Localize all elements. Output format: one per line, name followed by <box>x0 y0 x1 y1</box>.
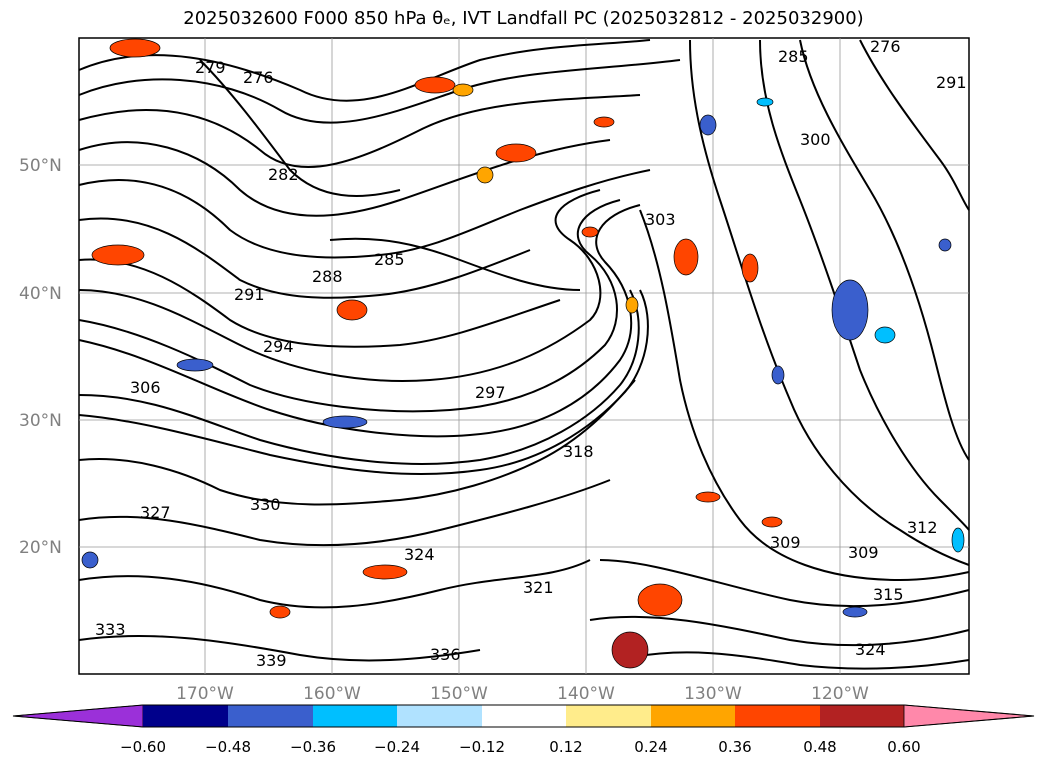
lon-label-130w: 130°W <box>684 684 742 704</box>
contour-label: 300 <box>800 130 831 149</box>
colorbar-tick-label: −0.60 <box>120 738 166 756</box>
colorbar-tick-label: 0.60 <box>887 738 920 756</box>
contour-label: 312 <box>907 518 938 537</box>
contour-label: 321 <box>523 578 554 597</box>
latitude-labels: 50°N 40°N 30°N 20°N <box>19 156 62 558</box>
colorbar-tick-label: −0.24 <box>374 738 420 756</box>
colorbar-segment <box>651 705 735 727</box>
colorbar-outline <box>12 704 1035 728</box>
contour-label: 297 <box>475 383 506 402</box>
colorbar-ticks: −0.60 −0.48 −0.36 −0.24 −0.12 0.12 0.24 … <box>120 738 921 756</box>
contour-label: 282 <box>268 165 299 184</box>
contour-label: 315 <box>873 585 904 604</box>
contour-labels: 279 276 282 285 288 291 294 297 300 303 … <box>95 37 967 670</box>
map-title: 2025032600 F000 850 hPa θₑ, IVT Landfall… <box>183 8 864 29</box>
map-panel: 279 276 282 285 288 291 294 297 300 303 … <box>19 37 970 704</box>
contour-label: 309 <box>770 533 801 552</box>
colorbar-tick-label: −0.36 <box>290 738 336 756</box>
colorbar-tick-label: 0.12 <box>549 738 582 756</box>
lon-label-120w: 120°W <box>811 684 869 704</box>
contour-label: 279 <box>195 58 226 77</box>
contour-label: 324 <box>855 640 886 659</box>
lat-label-20n: 20°N <box>19 538 62 558</box>
contour-label: 327 <box>140 503 171 522</box>
contour-label: 339 <box>256 651 287 670</box>
lat-label-40n: 40°N <box>19 284 62 304</box>
colorbar: −0.60 −0.48 −0.36 −0.24 −0.12 0.12 0.24 … <box>12 704 1035 756</box>
colorbar-low-extend <box>12 704 144 728</box>
longitude-labels: 170°W 160°W 150°W 140°W 130°W 120°W <box>176 684 869 704</box>
ivt-pc-shading <box>81 38 965 669</box>
colorbar-tick-label: 0.36 <box>718 738 751 756</box>
lon-label-150w: 150°W <box>430 684 488 704</box>
contour-label: 291 <box>936 73 967 92</box>
colorbar-segment <box>735 705 820 727</box>
colorbar-tick-label: −0.48 <box>205 738 251 756</box>
contour-label: 336 <box>430 645 461 664</box>
colorbar-segment <box>313 705 397 727</box>
lon-label-170w: 170°W <box>176 684 234 704</box>
colorbar-segment <box>482 705 566 727</box>
lon-label-160w: 160°W <box>303 684 361 704</box>
contour-label: 276 <box>870 37 901 56</box>
contour-label: 285 <box>778 47 809 66</box>
contour-label: 318 <box>563 442 594 461</box>
contour-label: 294 <box>263 337 294 356</box>
contour-label: 309 <box>848 543 879 562</box>
gridlines <box>79 38 969 674</box>
lat-label-30n: 30°N <box>19 411 62 431</box>
contour-label: 324 <box>404 545 435 564</box>
colorbar-segment <box>228 705 313 727</box>
theta-e-contours <box>78 39 970 670</box>
contour-label: 330 <box>250 495 281 514</box>
colorbar-tick-label: 0.48 <box>803 738 836 756</box>
contour-label: 333 <box>95 620 126 639</box>
contour-label: 291 <box>234 285 265 304</box>
colorbar-segment <box>820 705 904 727</box>
contour-label: 285 <box>374 250 405 269</box>
colorbar-segment <box>566 705 651 727</box>
contour-label: 303 <box>645 210 676 229</box>
contour-label: 306 <box>130 378 161 397</box>
colorbar-segment <box>397 705 482 727</box>
lat-label-50n: 50°N <box>19 156 62 176</box>
colorbar-segment <box>143 705 228 727</box>
colorbar-tick-label: −0.12 <box>459 738 505 756</box>
contour-label: 276 <box>243 68 274 87</box>
contour-label: 288 <box>312 267 343 286</box>
colorbar-tick-label: 0.24 <box>634 738 667 756</box>
lon-label-140w: 140°W <box>557 684 615 704</box>
colorbar-high-extend <box>903 704 1035 728</box>
